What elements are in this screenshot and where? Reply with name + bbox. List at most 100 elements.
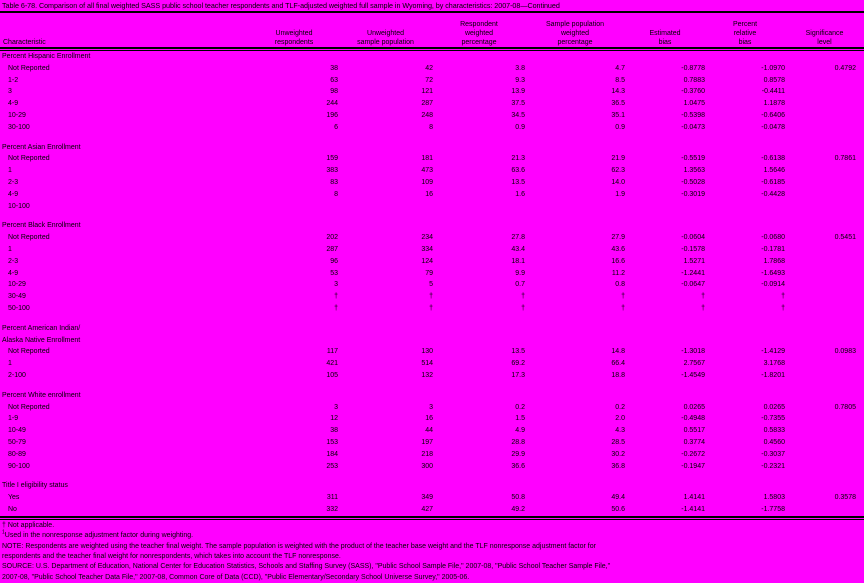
table-row: 2-3 83 109 13.5 14.0 -0.5028 -0.6185 xyxy=(0,177,864,189)
title-rule xyxy=(0,11,864,13)
cell-significance-level xyxy=(785,244,864,256)
section-header-row: Percent American Indian/ xyxy=(0,323,864,335)
source-line-1: SOURCE: U.S. Department of Education, Na… xyxy=(2,563,611,571)
cell-respondent-weighted-percentage: 34.5 xyxy=(511,111,525,119)
empty-cell xyxy=(433,335,525,347)
cell-significance-level: 0.7805 xyxy=(834,403,856,411)
section-title: Percent White enrollment xyxy=(2,391,81,399)
section-title: Percent Hispanic Enrollment xyxy=(2,53,91,60)
cell-unweighted-sample-population: 349 xyxy=(421,494,433,502)
column-header-respondent-weighted-percentage: Respondent weighted percentage xyxy=(460,21,498,46)
cell-respondent-weighted-percentage: 0.7 xyxy=(515,281,525,289)
section-header-row: Percent Asian Enrollment xyxy=(0,142,864,154)
cell-estimated-bias: -0.5398 xyxy=(681,111,705,119)
cell-estimated-bias: 1.5271 xyxy=(683,257,705,265)
empty-cell xyxy=(785,390,864,402)
cell-respondent-weighted-percentage: 17.3 xyxy=(511,371,525,379)
table-row: Not Reported 159 181 21.3 21.9 -0.5519 -0.6138… xyxy=(0,153,864,165)
source-line-2: 2007-08, "Public School Teacher Data Fil… xyxy=(2,573,470,581)
cell-unweighted-respondents: † xyxy=(334,304,338,312)
empty-cell xyxy=(785,323,864,335)
cell-estimated-bias: -0.1947 xyxy=(681,462,705,470)
cell-unweighted-sample-population: 130 xyxy=(421,348,433,356)
cell-unweighted-respondents xyxy=(250,201,338,213)
cell-sample-population-weighted-percentage: 50.6 xyxy=(611,505,625,513)
row-label: 1 xyxy=(8,167,12,175)
table-row: 80-89 184 218 29.9 30.2 -0.2672 -0.3037 xyxy=(0,449,864,461)
cell-respondent-weighted-percentage: 13.9 xyxy=(511,88,525,96)
cell-respondent-weighted-percentage: 9.3 xyxy=(515,76,525,84)
cell-sample-population-weighted-percentage: 16.6 xyxy=(611,257,625,265)
empty-cell xyxy=(785,142,864,154)
table-row: Not Reported 38 42 3.8 4.7 -0.8778 -1.0970 0.47… xyxy=(0,63,864,75)
row-label: 30-49 xyxy=(8,293,26,301)
cell-respondent-weighted-percentage: 1.6 xyxy=(515,190,525,198)
cell-estimated-bias: -1.2441 xyxy=(681,269,705,277)
empty-cell xyxy=(250,142,338,154)
cell-unweighted-respondents: 332 xyxy=(326,505,338,513)
cell-estimated-bias: -0.3019 xyxy=(681,190,705,198)
cell-unweighted-respondents: 38 xyxy=(330,427,338,435)
cell-unweighted-respondents: 6 xyxy=(334,123,338,131)
cell-percent-relative-bias: 0.8578 xyxy=(763,76,785,84)
cell-unweighted-respondents: 117 xyxy=(326,348,338,356)
cell-significance-level xyxy=(785,449,864,461)
cell-unweighted-respondents: 253 xyxy=(326,462,338,470)
cell-percent-relative-bias: -0.7355 xyxy=(761,415,785,423)
cell-sample-population-weighted-percentage: 0.2 xyxy=(615,403,625,411)
empty-cell xyxy=(433,142,525,154)
empty-cell xyxy=(338,335,433,347)
row-label: 1 xyxy=(8,360,12,368)
row-label: Not Reported xyxy=(8,348,50,356)
cell-percent-relative-bias: -1.8201 xyxy=(761,371,785,379)
cell-percent-relative-bias: -0.0478 xyxy=(761,123,785,131)
table-row: 10-100 xyxy=(0,201,864,213)
empty-cell xyxy=(433,51,525,63)
row-label: 10-29 xyxy=(8,111,26,119)
cell-significance-level: 0.0983 xyxy=(834,348,856,356)
cell-estimated-bias: -0.2672 xyxy=(681,450,705,458)
cell-significance-level xyxy=(785,165,864,177)
table-header: Characteristic Unweighted respondents Un… xyxy=(0,13,864,51)
cell-unweighted-sample-population xyxy=(338,201,433,213)
section-spacer xyxy=(0,315,864,323)
comparison-table: Characteristic Unweighted respondents Un… xyxy=(0,13,864,516)
section-title: Percent American Indian/ xyxy=(2,324,81,332)
cell-unweighted-respondents: 287 xyxy=(326,245,338,253)
cell-unweighted-sample-population: 300 xyxy=(421,462,433,470)
cell-unweighted-sample-population: 197 xyxy=(421,438,433,446)
cell-significance-level xyxy=(785,413,864,425)
cell-significance-level xyxy=(785,504,864,516)
cell-unweighted-respondents: 421 xyxy=(326,360,338,368)
table-row: 1-9 12 16 1.5 2.0 -0.4948 -0.7355 xyxy=(0,413,864,425)
row-label: 50-79 xyxy=(8,438,26,446)
note-line-1: NOTE: Respondents are weighted using the… xyxy=(2,542,596,550)
header-rule xyxy=(0,47,864,51)
cell-significance-level xyxy=(785,291,864,303)
row-label: 50-100 xyxy=(8,304,30,312)
empty-cell xyxy=(525,390,625,402)
cell-respondent-weighted-percentage xyxy=(433,201,525,213)
cell-unweighted-respondents: 196 xyxy=(326,111,338,119)
cell-unweighted-sample-population: 248 xyxy=(421,111,433,119)
cell-unweighted-sample-population: 44 xyxy=(425,427,433,435)
cell-percent-relative-bias: -0.4428 xyxy=(761,190,785,198)
cell-significance-level xyxy=(785,86,864,98)
cell-unweighted-sample-population: 121 xyxy=(421,88,433,96)
row-label: 4-9 xyxy=(8,100,19,108)
empty-cell xyxy=(705,390,785,402)
cell-unweighted-respondents: 184 xyxy=(326,450,338,458)
cell-unweighted-sample-population: 124 xyxy=(421,257,433,265)
table-row: 10-29 3 5 0.7 0.8 -0.0647 -0.0914 xyxy=(0,279,864,291)
cell-significance-level: 0.3578 xyxy=(834,494,856,502)
cell-respondent-weighted-percentage: 49.2 xyxy=(511,505,525,513)
cell-percent-relative-bias: -0.3037 xyxy=(761,450,785,458)
cell-unweighted-respondents: 3 xyxy=(334,281,338,289)
cell-significance-level xyxy=(785,268,864,280)
cell-percent-relative-bias: -0.2321 xyxy=(761,462,785,470)
cell-respondent-weighted-percentage: 29.9 xyxy=(511,450,525,458)
cell-respondent-weighted-percentage: 28.8 xyxy=(511,438,525,446)
cell-significance-level: 0.4792 xyxy=(834,64,856,72)
cell-unweighted-sample-population: 473 xyxy=(421,167,433,175)
cell-unweighted-respondents: 105 xyxy=(326,371,338,379)
